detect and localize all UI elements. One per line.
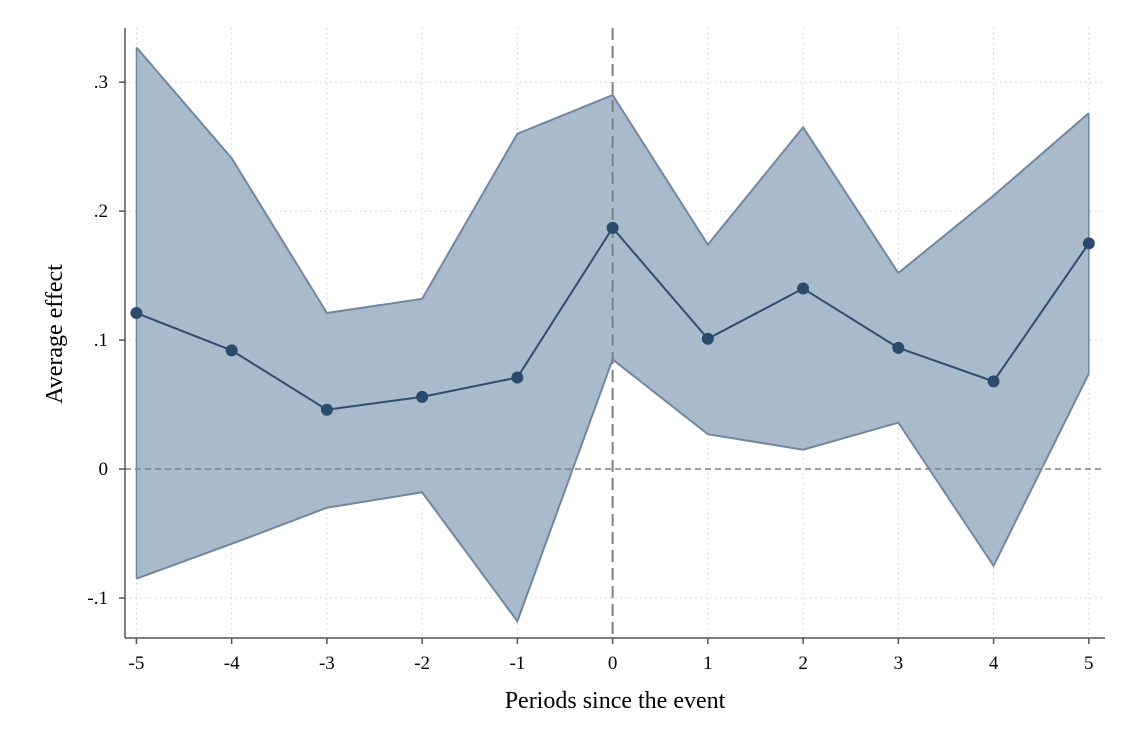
- x-tick-label-2: -3: [319, 653, 335, 674]
- ci-upper-line: [135, 46, 1090, 315]
- x-tick-label-6: 1: [703, 653, 713, 674]
- x-tick-label-10: 5: [1084, 653, 1094, 674]
- x-tick-label-4: -1: [509, 653, 525, 674]
- axes: [119, 28, 1105, 644]
- estimate-point-10: [1082, 237, 1095, 250]
- y-axis-title: Average effect: [42, 264, 68, 404]
- estimate-point-5: [606, 221, 619, 234]
- x-tick-label-0: -5: [129, 653, 145, 674]
- y-tick-label-3: .2: [94, 201, 108, 222]
- estimate-point-6: [701, 332, 714, 345]
- y-tick-label-2: .1: [94, 330, 108, 351]
- tick-labels: -.1 0 .1 .2 .3 -5 -4 -3 -2 -1 0 1 2 3 4 5: [87, 72, 1093, 674]
- x-axis-title: Periods since the event: [505, 688, 726, 714]
- estimate-point-2: [320, 403, 333, 416]
- x-tick-label-1: -4: [224, 653, 240, 674]
- estimate-point-1: [225, 344, 238, 357]
- reference-lines: [125, 28, 1105, 638]
- x-tick-label-8: 3: [894, 653, 904, 674]
- estimate-point-9: [987, 375, 1000, 388]
- y-tick-label-1: 0: [99, 459, 109, 480]
- x-tick-label-3: -2: [414, 653, 430, 674]
- y-tick-label-0: -.1: [87, 588, 108, 609]
- estimate-series: [130, 221, 1095, 416]
- x-tick-label-9: 4: [989, 653, 999, 674]
- x-tick-label-5: 0: [608, 653, 618, 674]
- x-tick-label-7: 2: [798, 653, 808, 674]
- estimate-point-7: [797, 282, 810, 295]
- y-tick-label-4: .3: [94, 72, 108, 93]
- estimate-point-4: [511, 371, 524, 384]
- estimate-point-0: [130, 307, 143, 320]
- estimate-point-3: [416, 390, 429, 403]
- estimate-point-8: [892, 341, 905, 354]
